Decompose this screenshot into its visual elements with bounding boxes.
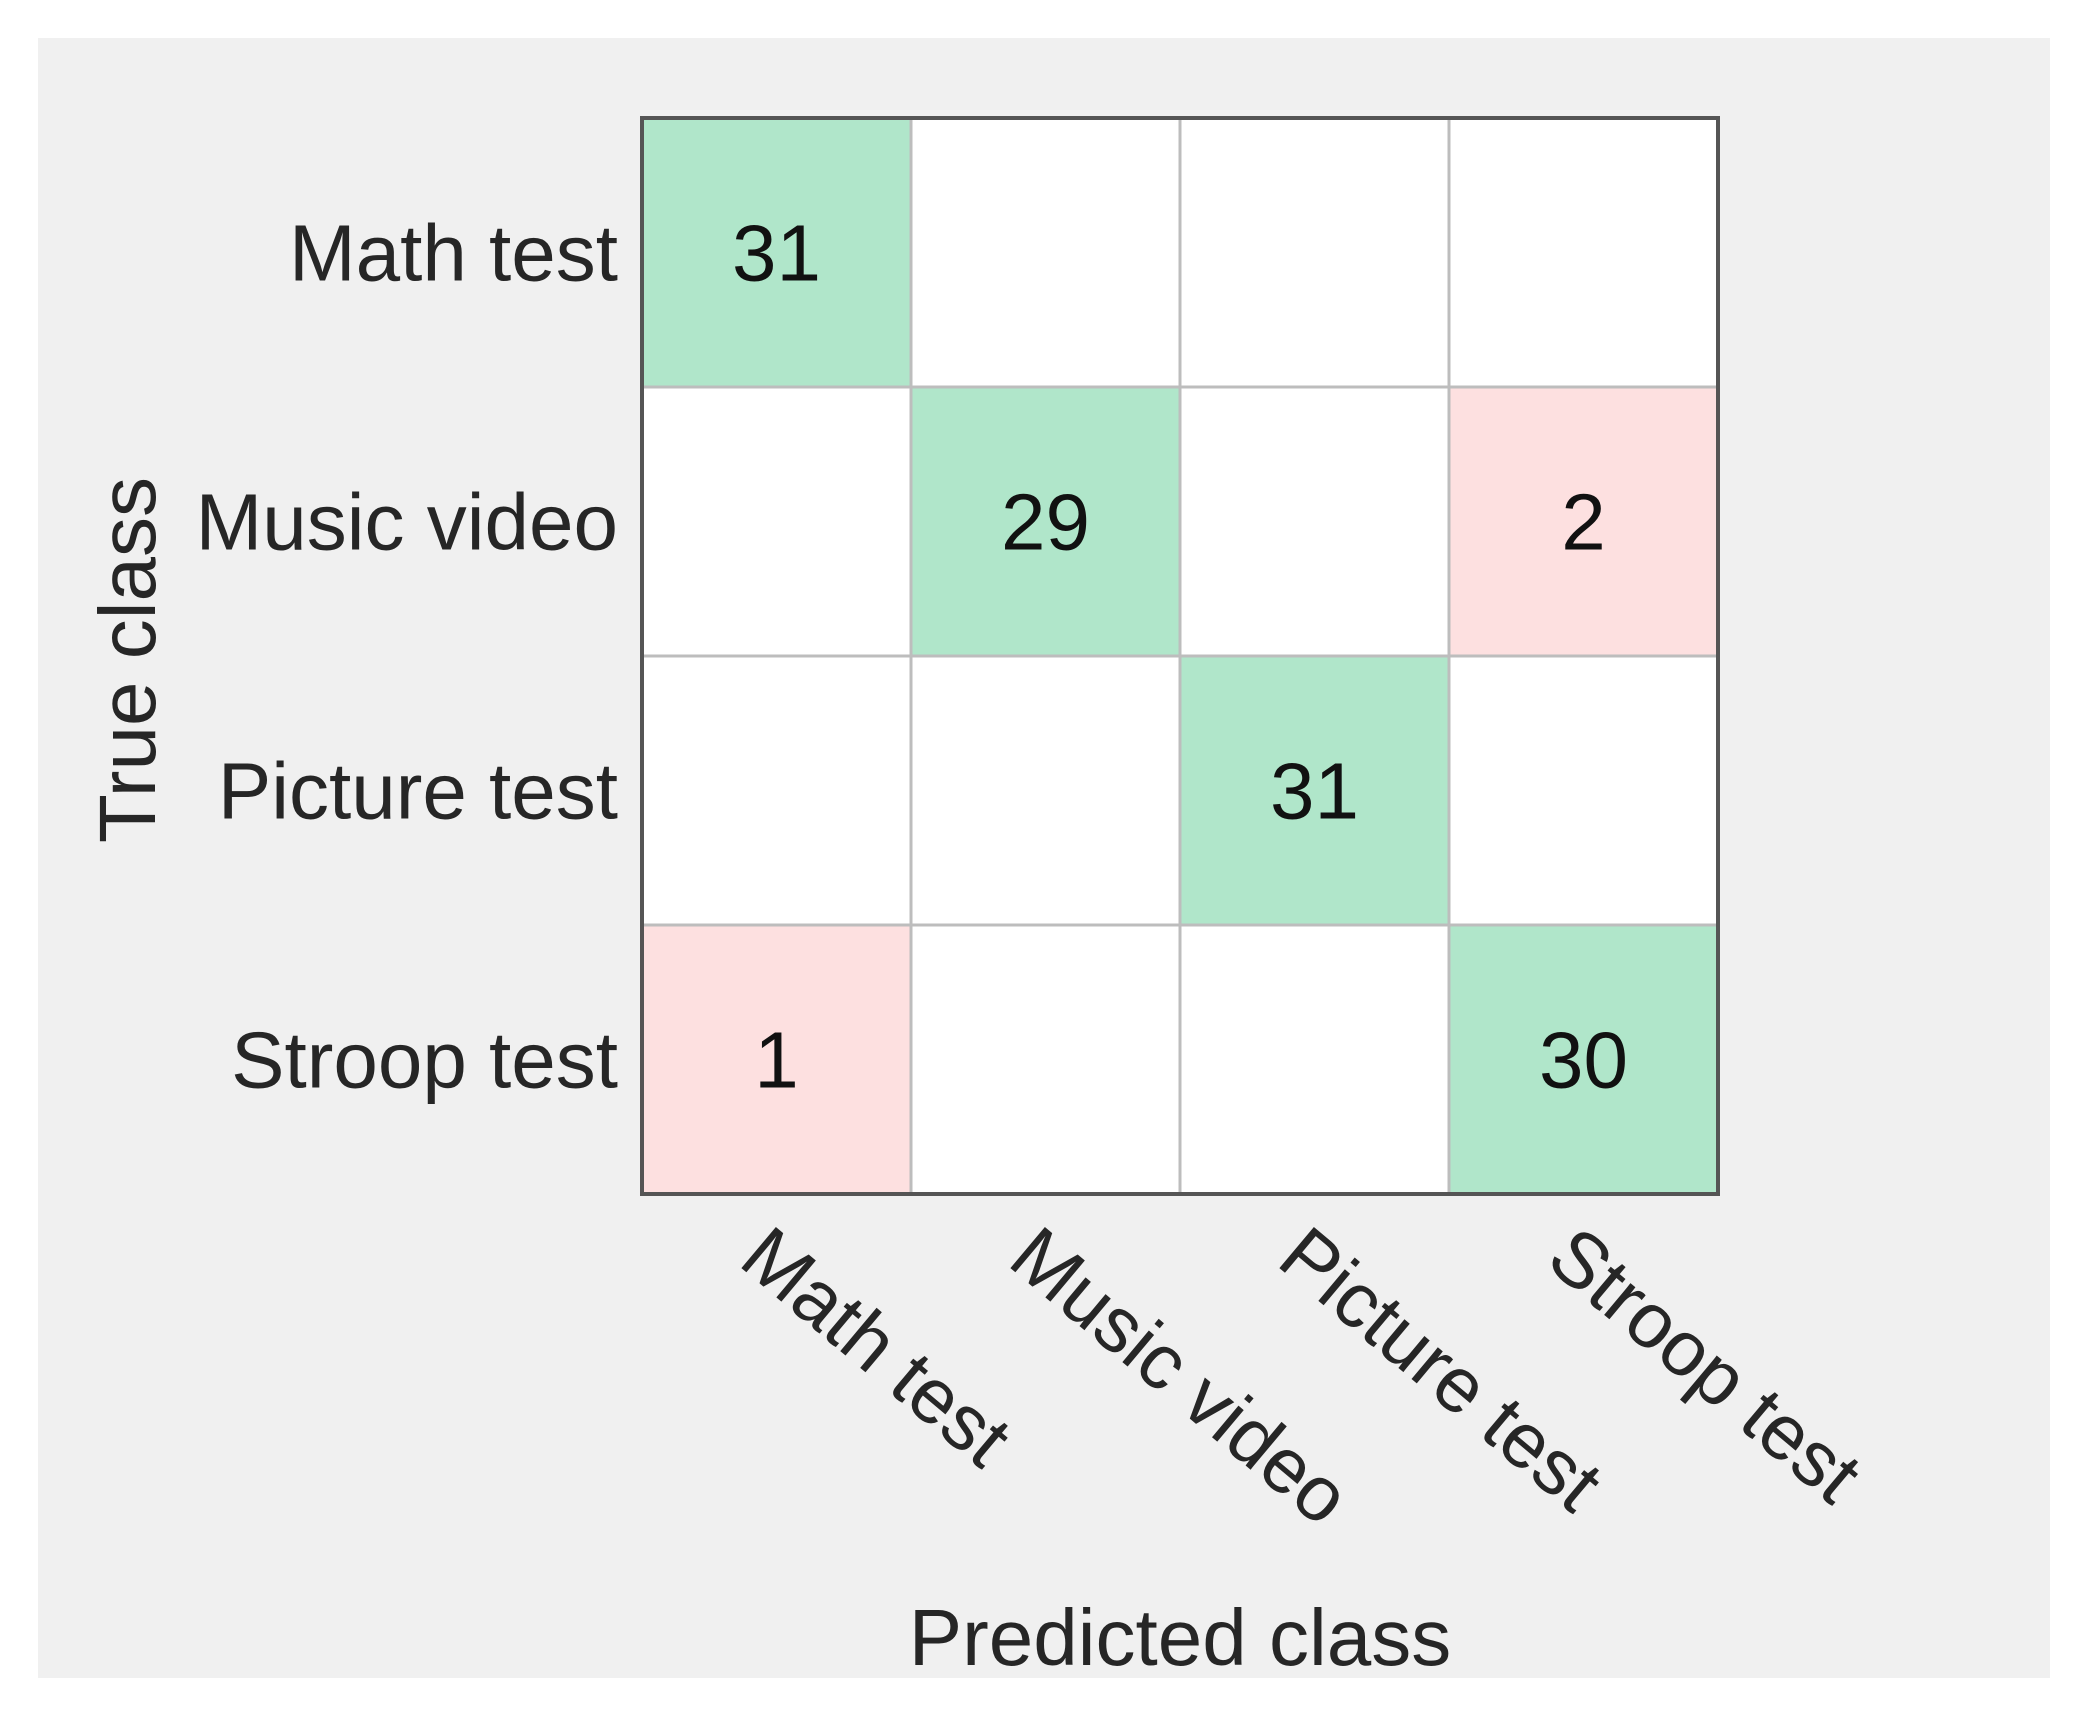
row-tick-label: Picture test (218, 747, 618, 836)
cell-value-label: 31 (732, 209, 821, 298)
matrix-cell (642, 387, 911, 656)
matrix-cell (1449, 656, 1718, 925)
matrix-cell (1449, 925, 1718, 1194)
cell-value-label: 30 (1539, 1016, 1628, 1105)
matrix-cell (642, 925, 911, 1194)
matrix-cell (1449, 118, 1718, 387)
cell-value-label: 31 (1270, 747, 1359, 836)
matrix-cell (911, 387, 1180, 656)
row-tick-label: Math test (289, 209, 618, 298)
cell-value-label: 29 (1001, 478, 1090, 567)
cell-value-label: 1 (754, 1016, 799, 1105)
cell-value-label: 2 (1561, 478, 1606, 567)
matrix-grid (640, 116, 1720, 1196)
row-tick-label: Music video (196, 478, 618, 567)
matrix-border (640, 116, 1720, 1196)
x-axis-label: Predicted class (909, 1593, 1451, 1682)
column-tick-label: Math test (726, 1210, 1029, 1484)
row-tick-labels: Math test Music video Picture test Stroop t… (196, 209, 618, 1105)
matrix-cells (642, 118, 1718, 1194)
matrix-cell (1180, 118, 1449, 387)
matrix-cell (911, 656, 1180, 925)
matrix-cell (642, 118, 911, 387)
matrix-cell (1180, 656, 1449, 925)
matrix-cell (911, 118, 1180, 387)
matrix-cell (642, 656, 911, 925)
y-axis-label: True class (83, 477, 172, 843)
matrix-cell (1180, 387, 1449, 656)
matrix-cell (911, 925, 1180, 1194)
matrix-cell (1449, 387, 1718, 656)
matrix-cell (1180, 925, 1449, 1194)
cell-value-labels: 31 29 2 31 1 30 (732, 209, 1628, 1105)
row-tick-label: Stroop test (231, 1016, 618, 1105)
